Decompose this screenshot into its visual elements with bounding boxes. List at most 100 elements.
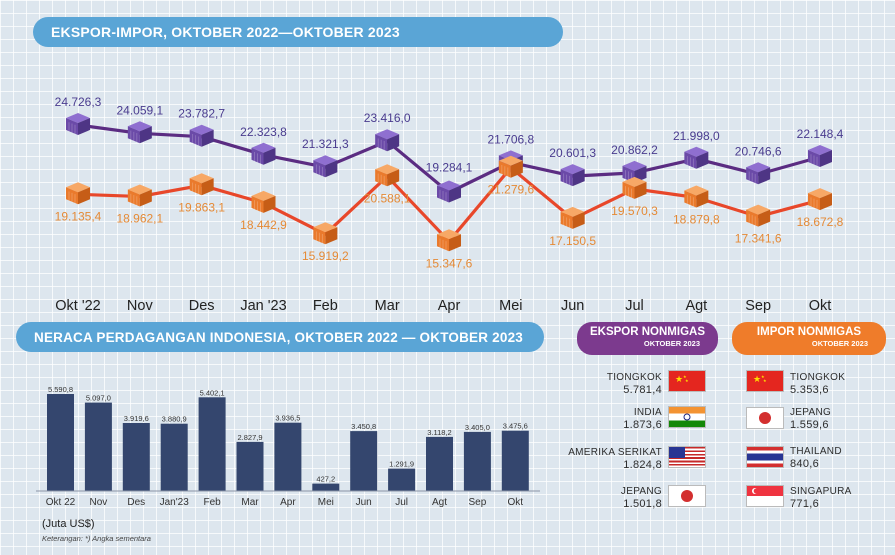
usa-flag-icon (668, 446, 706, 468)
bar-value-label: 3.450,8 (351, 422, 376, 431)
impor-country-value: 1.559,6 (790, 419, 829, 431)
ekspor-point (684, 146, 709, 169)
impor-point (251, 190, 276, 213)
impor-country-name: TIONGKOK (790, 372, 846, 383)
ekspor-value-label: 21.706,8 (487, 132, 534, 146)
x-tick-label: Des (189, 298, 215, 314)
thailand-flag-icon (746, 446, 784, 468)
bar-category-label: Okt 22 (46, 497, 76, 508)
impor-country-name: JEPANG (790, 407, 832, 418)
ekspor-nonmigas-header: EKSPOR NONMIGAS OKTOBER 2023 (577, 322, 718, 355)
bar-value-label: 3.475,6 (503, 422, 528, 431)
line-chart-title: EKSPOR-IMPOR, OKTOBER 2022—OKTOBER 2023 (33, 17, 563, 47)
ekspor-country-value: 1.824,8 (623, 459, 662, 471)
impor-point (622, 176, 647, 199)
balance-bar (274, 422, 302, 491)
bar-value-label: 1.291,9 (389, 460, 414, 469)
svg-text:★: ★ (675, 374, 683, 384)
ekspor-point (313, 155, 338, 178)
ekspor-value-label: 21.321,3 (302, 137, 349, 151)
bar-category-label: Okt (508, 497, 524, 508)
china-flag-icon: ★ ★ ★ (668, 370, 706, 392)
ekspor-nonmigas-subtitle: OKTOBER 2023 (643, 339, 700, 348)
unit-note: (Juta US$) (42, 518, 95, 530)
ekspor-impor-line-chart: 24.726,3 24.059,1 23.782,7 22.323,8 21.321,3… (55, 95, 844, 314)
impor-value-label: 18.442,9 (240, 218, 287, 232)
ekspor-country-name: TIONGKOK (606, 372, 662, 383)
ekspor-country-value: 1.873,6 (623, 419, 662, 431)
ekspor-point (560, 164, 585, 187)
impor-point (127, 184, 152, 207)
bar-category-label: Agt (432, 497, 447, 508)
x-tick-label: Mar (375, 298, 400, 314)
x-tick-label: Nov (127, 298, 154, 314)
bar-value-label: 3.118,2 (427, 428, 451, 437)
ekspor-value-label: 23.416,0 (364, 111, 411, 125)
x-tick-label: Jan '23 (240, 298, 286, 314)
impor-country-item: TIONGKOK 5.353,6 (790, 371, 895, 397)
bar-category-label: Apr (280, 497, 296, 508)
impor-country-item: JEPANG 1.559,6 (790, 406, 895, 432)
ekspor-point (127, 121, 152, 144)
x-tick-label: Okt (809, 298, 832, 314)
impor-value-label: 15.347,6 (426, 256, 473, 270)
ekspor-country-name: AMERIKA SERIKAT (568, 447, 662, 458)
impor-point (684, 185, 709, 208)
x-tick-label: Mei (499, 298, 522, 314)
impor-value-label: 20.588,1 (364, 191, 411, 205)
impor-value-label: 15.919,2 (302, 249, 349, 263)
balance-bar (388, 468, 416, 491)
impor-nonmigas-subtitle: OKTOBER 2023 (811, 339, 868, 348)
impor-point (560, 206, 585, 229)
impor-value-label: 18.879,8 (673, 212, 720, 226)
ekspor-country-item: TIONGKOK 5.781,4 (542, 371, 662, 397)
svg-text:★: ★ (761, 374, 765, 379)
ekspor-point (808, 145, 832, 167)
ekspor-value-label: 20.601,3 (549, 146, 596, 160)
ekspor-value-label: 20.862,2 (611, 143, 658, 157)
ekspor-country-name: INDIA (633, 407, 662, 418)
balance-bar (236, 441, 264, 491)
ekspor-point (746, 162, 771, 185)
ekspor-value-label: 24.726,3 (55, 95, 102, 109)
impor-country-value: 840,6 (790, 458, 820, 470)
ekspor-nonmigas-title: EKSPOR NONMIGAS (589, 326, 705, 338)
x-tick-label: Sep (745, 298, 771, 314)
impor-country-value: 771,6 (790, 498, 820, 510)
bar-category-label: Nov (90, 497, 108, 508)
x-tick-label: Feb (313, 298, 338, 314)
impor-point (746, 204, 771, 227)
impor-value-label: 19.570,3 (611, 204, 658, 218)
bar-value-label: 5.402,1 (200, 388, 225, 397)
bar-value-label: 2.827,9 (237, 433, 262, 442)
impor-value-label: 19.135,4 (55, 209, 102, 223)
ekspor-country-name: JEPANG (620, 486, 662, 497)
ekspor-value-label: 24.059,1 (116, 103, 163, 117)
impor-nonmigas-header: IMPOR NONMIGAS OKTOBER 2023 (732, 322, 886, 355)
japan-flag-icon (746, 407, 784, 429)
balance-bar (350, 431, 378, 491)
india-flag-icon (668, 406, 706, 428)
balance-bar (312, 483, 340, 491)
impor-country-item: SINGAPURA 771,6 (790, 485, 895, 511)
balance-bar (426, 436, 453, 491)
bar-category-label: Sep (469, 497, 487, 508)
ekspor-point (66, 113, 90, 135)
x-tick-label: Agt (685, 298, 707, 314)
bar-category-label: Des (127, 497, 145, 508)
impor-country-item: THAILAND 840,6 (790, 445, 895, 471)
ekspor-value-label: 20.746,6 (735, 144, 782, 158)
balance-bar (160, 423, 188, 491)
bar-value-label: 5.590,8 (48, 385, 73, 394)
bar-category-label: Mei (318, 497, 334, 508)
ekspor-country-item: INDIA 1.873,6 (542, 406, 662, 432)
japan-flag-icon (668, 485, 706, 507)
x-tick-label: Apr (438, 298, 461, 314)
bar-value-label: 3.936,5 (275, 414, 300, 423)
bar-value-label: 427,2 (316, 475, 335, 484)
impor-value-label: 17.341,6 (735, 232, 782, 246)
ekspor-value-label: 22.148,4 (797, 127, 844, 141)
ekspor-country-value: 5.781,4 (623, 384, 662, 396)
impor-point (498, 155, 523, 178)
bar-category-label: Jun (356, 497, 372, 508)
